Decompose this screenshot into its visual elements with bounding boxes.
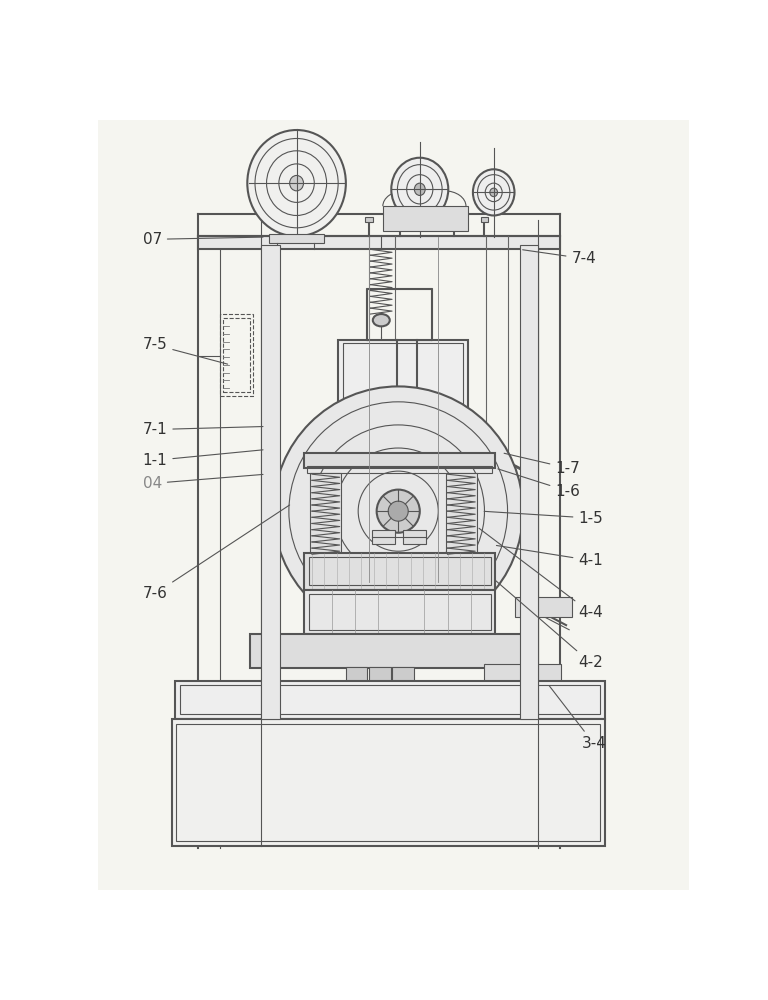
Bar xyxy=(485,664,561,685)
Circle shape xyxy=(273,386,523,636)
Bar xyxy=(403,530,426,544)
Bar xyxy=(392,667,414,682)
Bar xyxy=(261,245,280,719)
Text: 7-1: 7-1 xyxy=(143,422,263,437)
Bar xyxy=(304,553,495,590)
Bar xyxy=(372,530,396,544)
Bar xyxy=(269,234,324,243)
Bar xyxy=(481,217,488,222)
Text: 1-6: 1-6 xyxy=(498,469,580,499)
Bar xyxy=(446,473,477,556)
Text: 7-5: 7-5 xyxy=(143,337,227,364)
Bar xyxy=(338,340,468,442)
Text: 7-6: 7-6 xyxy=(143,505,290,601)
Text: 7-4: 7-4 xyxy=(523,250,596,266)
Bar xyxy=(223,318,250,392)
Ellipse shape xyxy=(391,158,449,221)
Bar xyxy=(172,719,604,846)
Bar xyxy=(250,634,525,668)
Bar xyxy=(198,235,560,249)
Bar xyxy=(309,594,491,630)
Bar xyxy=(180,685,600,714)
Bar xyxy=(366,288,432,340)
Circle shape xyxy=(388,501,409,521)
Bar xyxy=(310,473,341,556)
Text: 4-2: 4-2 xyxy=(496,581,603,670)
Bar xyxy=(382,206,468,231)
Text: 4-1: 4-1 xyxy=(496,545,603,568)
Text: 3-4: 3-4 xyxy=(549,686,607,751)
Text: 1-5: 1-5 xyxy=(484,511,603,526)
Bar xyxy=(450,217,458,222)
Text: 4-4: 4-4 xyxy=(479,528,603,620)
Bar xyxy=(304,453,495,468)
Ellipse shape xyxy=(490,188,498,197)
Circle shape xyxy=(376,490,420,533)
Text: 1-1: 1-1 xyxy=(143,450,263,468)
Ellipse shape xyxy=(372,314,389,326)
Bar xyxy=(343,343,463,437)
Ellipse shape xyxy=(415,183,425,195)
Ellipse shape xyxy=(473,169,515,215)
Ellipse shape xyxy=(290,175,303,191)
Text: 1-7: 1-7 xyxy=(504,453,580,476)
Bar xyxy=(515,597,572,617)
Bar xyxy=(369,667,390,682)
Bar xyxy=(220,314,253,396)
Bar xyxy=(365,217,372,222)
Bar xyxy=(520,245,538,719)
Bar xyxy=(177,724,600,841)
Ellipse shape xyxy=(247,130,346,236)
Bar xyxy=(304,590,495,634)
Bar xyxy=(175,681,604,719)
Bar xyxy=(307,466,492,473)
Text: 04: 04 xyxy=(143,474,263,491)
Bar xyxy=(396,217,404,222)
Bar xyxy=(309,557,491,585)
Bar xyxy=(346,667,367,682)
Text: 07: 07 xyxy=(143,232,263,247)
